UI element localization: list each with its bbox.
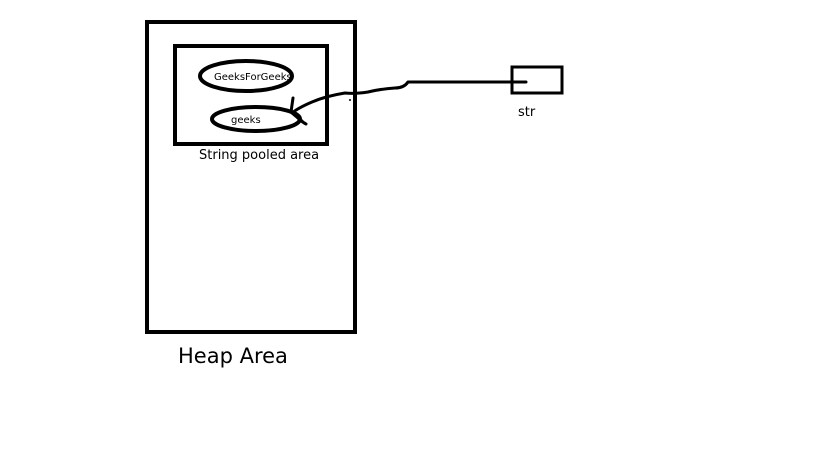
stray-dot (349, 99, 351, 101)
string-pool-box (173, 44, 329, 146)
heap-area-label: Heap Area (178, 344, 288, 368)
heap-area-box (145, 20, 357, 334)
str-reference-box (510, 65, 564, 95)
geeks-label: geeks (231, 115, 261, 126)
str-label: str (518, 105, 536, 120)
geeksforgeeks-object (198, 59, 294, 93)
reference-arrow-head (289, 96, 304, 123)
string-pool-label: String pooled area (199, 148, 319, 163)
geeksforgeeks-label: GeeksForGeeks (214, 72, 292, 83)
